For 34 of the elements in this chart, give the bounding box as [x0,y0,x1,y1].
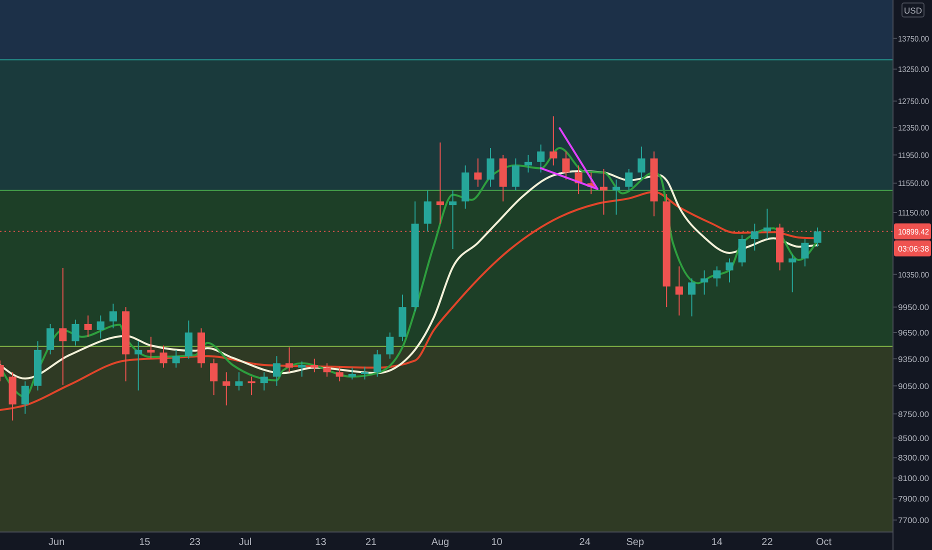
y-tick-label: 12750.00 [898,97,932,106]
y-tick-label: 13750.00 [898,34,932,44]
y-tick-label: 8300.00 [898,454,930,463]
y-tick-label: 9650.00 [898,328,930,338]
y-tick-label: 8100.00 [898,474,930,483]
x-tick-label: Jun [48,537,65,548]
y-tick-label: 7900.00 [898,494,930,504]
text: 03:06:38 [898,244,930,254]
y-tick-label: 8750.00 [898,410,930,419]
x-tick-label: Aug [431,537,450,548]
x-tick-label: 24 [579,537,591,548]
y-tick-label: 11150.00 [898,208,930,218]
x-tick-label: 15 [139,537,151,548]
y-tick-label: 9950.00 [898,303,930,312]
y-tick-label: 11950.00 [898,150,931,160]
y-tick-label: 9350.00 [898,354,930,364]
x-tick-label: Oct [816,537,832,548]
y-tick-label: 13250.00 [898,65,932,74]
y-tick-label: 10350.00 [898,270,932,280]
x-tick-label: 10 [491,537,503,548]
y-tick-label: 11550.00 [898,179,931,188]
x-tick-label: 22 [762,537,774,548]
text: USD [904,6,922,16]
x-tick-label: Sep [626,537,644,548]
x-tick-label: Jul [238,537,252,548]
y-tick-label: 12350.00 [898,124,932,133]
ref-line-label: 10899.42 [898,227,932,236]
x-tick-label: 21 [365,537,378,548]
y-tick-label: 9050.00 [898,382,930,391]
x-tick-label: 23 [189,537,201,548]
x-tick-label: 13 [315,537,327,548]
y-tick-label: 8500.00 [898,434,930,443]
y-tick-label: 7700.00 [898,516,930,526]
x-tick-label: 14 [711,537,723,548]
